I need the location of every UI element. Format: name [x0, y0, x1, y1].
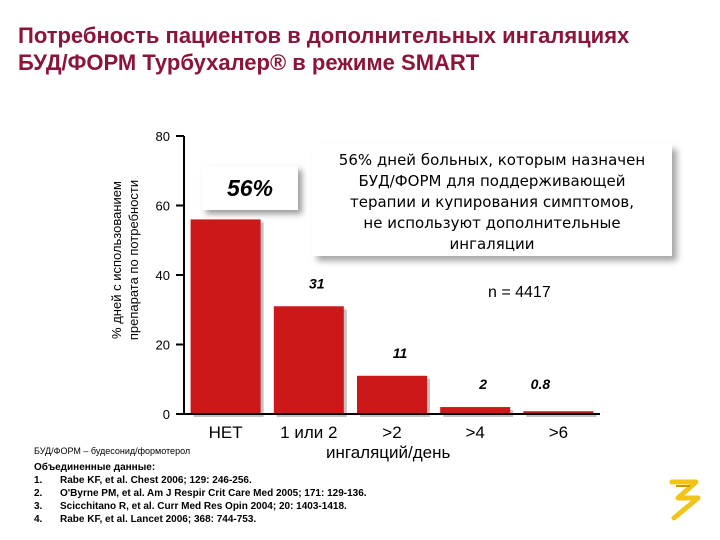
bar [523, 411, 594, 414]
abbreviation-note: БУД/ФОРМ – будесонид/формотерол [34, 446, 191, 456]
annotation-line: 56% дней больных, которым назначен [338, 151, 646, 169]
x-tick-label: НЕТ [209, 423, 243, 442]
y-tick-label: 40 [156, 268, 170, 283]
y-tick-label: 80 [156, 129, 170, 144]
x-axis-label: ингаляций/день [326, 443, 451, 462]
bar-shadow [526, 414, 597, 417]
bar [190, 219, 261, 414]
y-tick-label: 60 [156, 199, 170, 214]
annotation-line: терапии и купирования симптомов, [350, 193, 634, 211]
x-tick-label: >6 [549, 423, 568, 442]
annotation-line: ингаляции [449, 235, 535, 253]
x-tick-label: 1 или 2 [280, 423, 337, 442]
page-title: Потребность пациентов в дополнительных и… [18, 22, 708, 76]
title-line-2: БУД/ФОРМ Турбухалер® в режиме SMART [18, 50, 480, 75]
annotation-line: БУД/ФОРМ для поддерживающей [358, 172, 626, 190]
x-tick-label: >4 [466, 423, 485, 442]
bar-value-label: 31 [309, 275, 325, 291]
title-line-1: Потребность пациентов в дополнительных и… [18, 23, 630, 48]
bar-value-label: 0.8 [531, 376, 551, 392]
annotation-line: не используют дополнительные [363, 214, 621, 232]
x-tick-label: >2 [382, 423, 401, 442]
pooled-data-label: Объединенные данные: [34, 462, 156, 473]
bar [273, 306, 344, 414]
reference-item: 1. Rabe KF, et al. Chest 2006; 129: 246-2… [34, 475, 252, 486]
bar-value-label: 2 [478, 376, 487, 392]
bar [440, 407, 511, 414]
company-logo-icon [666, 476, 704, 522]
reference-item: 4. Rabe KF, et al. Lancet 2006; 368: 744-… [34, 514, 257, 525]
bar [357, 375, 427, 414]
bar-value-label-highlight: 56% [202, 166, 298, 210]
reference-item: 3. Scicchitano R, et al. Curr Med Res Opi… [34, 501, 347, 512]
reference-item: 2. O'Byrne PM, et al. Am J Respir Crit Ca… [34, 488, 367, 499]
references: Объединенные данные: 1. Rabe KF, et al. C… [34, 461, 367, 526]
sample-size-label: n = 4417 [488, 284, 551, 301]
y-tick-label: 20 [156, 338, 170, 353]
y-tick-label: 0 [163, 407, 170, 422]
annotation-callout: 56% дней больных, которым назначен БУД/Ф… [312, 144, 672, 256]
bar-value-label: 11 [393, 345, 408, 361]
